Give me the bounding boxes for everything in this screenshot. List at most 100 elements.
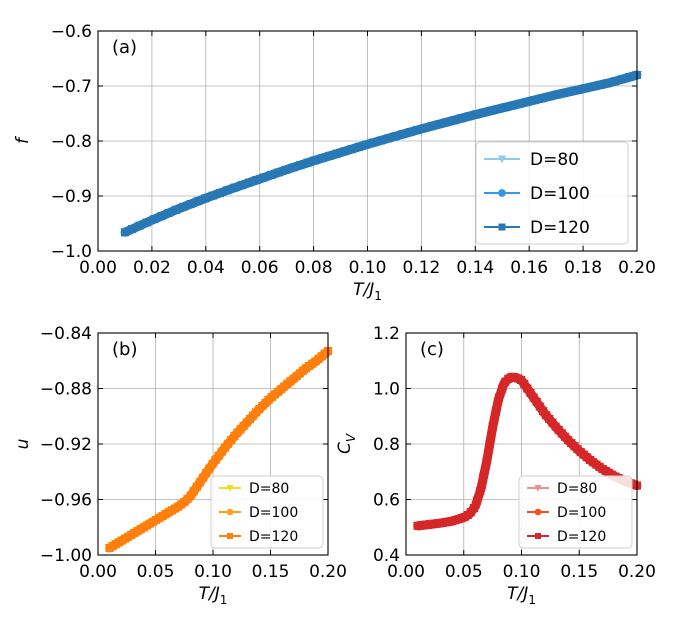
legend-label: D=100	[249, 505, 298, 521]
data-point	[406, 128, 415, 137]
x-axis-label: T/J1	[199, 584, 228, 607]
data-point	[498, 384, 507, 393]
data-point	[442, 118, 451, 127]
data-point	[479, 473, 488, 482]
data-point	[450, 116, 459, 125]
data-point	[413, 126, 422, 134]
legend-marker	[497, 155, 507, 164]
y-tick-label: −0.96	[40, 491, 92, 511]
y-tick-label: −1.00	[40, 546, 92, 566]
data-point	[311, 156, 320, 165]
y-tick-label: 0.4	[373, 546, 400, 566]
x-tick-label: 0.10	[349, 258, 387, 278]
legend-marker	[227, 533, 233, 539]
data-point	[611, 77, 620, 86]
data-point	[223, 186, 232, 195]
data-point	[196, 478, 205, 487]
x-tick-label: 0.18	[564, 258, 602, 278]
data-point	[201, 194, 210, 203]
data-point	[217, 447, 226, 456]
data-point	[391, 132, 400, 141]
data-point	[618, 75, 627, 84]
data-point	[464, 112, 473, 121]
data-point	[211, 455, 220, 464]
data-point	[267, 170, 276, 179]
y-tick-label: −0.7	[51, 77, 92, 97]
legend-label: D=80	[557, 481, 597, 497]
data-point	[466, 508, 475, 517]
y-tick-label: −0.84	[40, 324, 92, 344]
data-point	[428, 122, 437, 131]
legend-marker	[498, 223, 506, 231]
legend-label: D=80	[530, 150, 579, 170]
data-point	[252, 176, 261, 185]
data-point	[214, 451, 223, 460]
data-point	[482, 458, 491, 467]
x-tick-label: 0.00	[79, 258, 117, 278]
legend-marker	[535, 533, 541, 539]
data-point	[581, 84, 590, 93]
legend-marker	[534, 485, 542, 492]
data-point	[472, 110, 481, 119]
x-tick-label: 0.06	[241, 258, 279, 278]
x-tick-label: 0.05	[137, 562, 175, 582]
y-axis-label: f	[13, 135, 33, 144]
data-point	[589, 82, 598, 91]
data-point	[150, 215, 159, 224]
series-d-120	[413, 372, 641, 531]
data-point	[194, 197, 203, 206]
data-point	[485, 440, 494, 449]
data-point	[208, 191, 217, 200]
data-point	[128, 225, 137, 234]
data-point	[340, 147, 349, 156]
data-point	[208, 460, 217, 469]
legend-label: D=120	[249, 529, 298, 545]
data-point	[552, 90, 561, 99]
x-tick-label: 0.00	[387, 562, 425, 582]
legend-marker	[534, 508, 542, 516]
data-point	[369, 138, 378, 147]
x-tick-label: 0.12	[402, 258, 440, 278]
y-axis-label: CV	[335, 433, 358, 454]
chart-b: 0.00 0.05 0.10 0.15 0.20 −0.84 −0.88 −0.92 −0.96…	[13, 324, 347, 607]
data-point	[457, 114, 466, 123]
x-tick-label: 0.10	[503, 562, 541, 582]
x-tick-label: 0.00	[79, 562, 117, 582]
legend-label: D=120	[557, 529, 606, 545]
data-point	[530, 96, 539, 105]
data-point	[479, 108, 488, 117]
chart-c: 0.00 0.05 0.10 0.15 0.20 1.2 1.0 0.8 0.6 0.4 (c) T/…	[335, 324, 656, 607]
data-point	[559, 89, 568, 98]
data-point	[529, 393, 538, 402]
y-axis-label: u	[13, 438, 33, 449]
data-point	[135, 221, 144, 230]
data-point	[596, 80, 605, 89]
data-point	[537, 94, 546, 103]
data-point	[274, 168, 283, 177]
data-point	[237, 181, 246, 190]
data-point	[199, 473, 208, 482]
data-point	[333, 149, 342, 158]
x-axis-label: T/J1	[353, 280, 382, 303]
data-point	[567, 87, 576, 96]
data-point	[259, 173, 268, 182]
data-point	[172, 205, 181, 214]
y-tick-label: 0.6	[373, 491, 400, 511]
y-tick-label: 1.0	[373, 380, 400, 400]
x-axis-label: T/J1	[507, 584, 536, 607]
data-point	[538, 407, 547, 416]
data-point	[186, 491, 195, 500]
data-point	[535, 402, 544, 411]
data-point	[384, 134, 393, 143]
data-point	[289, 163, 298, 172]
legend-box	[210, 475, 324, 549]
data-point	[189, 487, 198, 496]
legend-marker	[498, 189, 506, 197]
panel-label: (c)	[420, 339, 444, 360]
data-point	[192, 482, 201, 491]
y-tick-label: 1.2	[373, 324, 400, 344]
data-point	[205, 464, 214, 473]
data-point	[501, 103, 510, 112]
data-point	[495, 393, 504, 402]
